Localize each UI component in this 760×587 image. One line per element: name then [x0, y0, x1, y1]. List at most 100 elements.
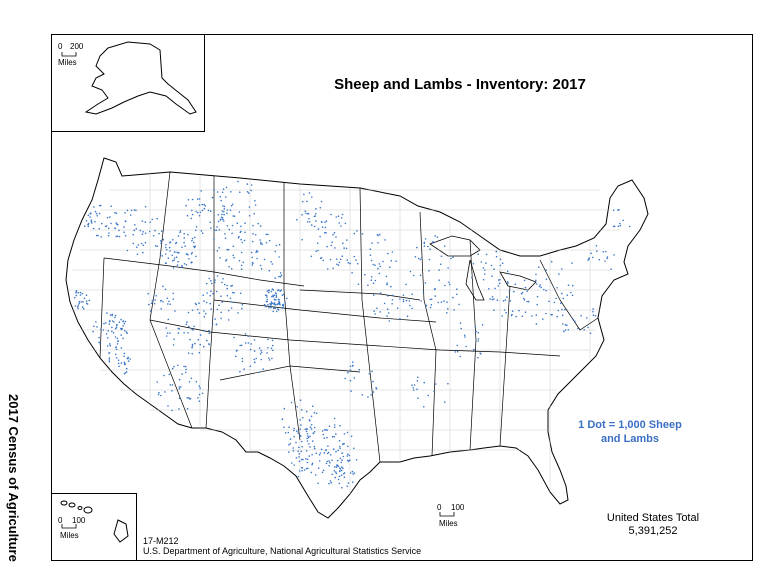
sheep-dot: [164, 391, 166, 393]
sheep-dot: [327, 451, 330, 454]
sheep-dot: [174, 310, 176, 312]
sheep-dot: [399, 298, 401, 300]
sheep-dot: [297, 450, 300, 453]
sheep-dot: [209, 302, 211, 305]
sheep-dot: [339, 424, 341, 427]
sheep-dot: [583, 329, 585, 331]
sheep-dot: [163, 374, 165, 377]
sheep-dot: [213, 238, 215, 240]
sheep-dot: [527, 300, 530, 303]
sheep-dot: [293, 427, 296, 430]
sheep-dot: [179, 230, 182, 232]
sheep-dot: [330, 244, 333, 247]
sheep-dot: [261, 243, 263, 245]
sheep-dot: [429, 306, 432, 309]
sheep-dot: [239, 370, 241, 373]
sheep-dot: [477, 331, 480, 334]
sheep-dot: [133, 209, 136, 211]
sheep-dot: [106, 312, 108, 314]
sheep-dot: [566, 294, 569, 297]
sheep-dot: [606, 257, 608, 260]
sheep-dot: [489, 298, 491, 300]
sheep-dot: [305, 450, 308, 452]
sheep-dot: [221, 217, 224, 219]
sheep-dot: [231, 284, 233, 287]
sheep-dot: [191, 346, 193, 349]
sheep-dot: [300, 424, 302, 426]
sheep-dot: [96, 215, 99, 217]
sheep-dot: [574, 320, 576, 323]
sheep-dot: [622, 219, 624, 222]
sheep-dot: [193, 246, 196, 249]
sheep-dot: [342, 455, 345, 458]
sheep-dot: [305, 458, 307, 460]
sheep-dot: [177, 332, 180, 334]
sheep-dot: [538, 285, 541, 288]
sheep-dot: [446, 301, 448, 304]
sheep-dot: [307, 436, 310, 439]
sheep-dot: [347, 482, 350, 484]
sheep-dot: [372, 380, 374, 383]
sheep-dot: [169, 303, 171, 306]
sheep-dot: [282, 305, 285, 307]
sheep-dot: [480, 261, 483, 263]
sheep-dot: [114, 227, 116, 230]
sheep-dot: [463, 334, 466, 337]
side-title-wrap: 2017 Census of Agriculture: [2, 394, 24, 562]
sheep-dot: [83, 297, 86, 300]
sheep-dot: [477, 338, 480, 340]
sheep-dot: [493, 309, 495, 312]
sheep-dot: [282, 293, 285, 296]
sheep-dot: [172, 344, 175, 346]
sheep-dot: [334, 466, 336, 468]
sheep-dot: [275, 303, 277, 306]
sheep-dot: [111, 330, 113, 333]
sheep-dot: [268, 357, 270, 359]
sheep-dot: [389, 266, 391, 269]
sheep-dot: [189, 398, 192, 400]
sheep-dot: [485, 262, 487, 264]
sheep-dot: [111, 326, 113, 329]
sheep-dot: [351, 272, 353, 274]
sheep-dot: [115, 348, 118, 351]
sheep-dot: [116, 323, 118, 326]
sheep-dot: [78, 300, 81, 303]
sheep-dot: [181, 264, 183, 267]
sheep-dot: [220, 311, 222, 314]
sheep-dot: [122, 320, 124, 323]
sheep-dot: [115, 346, 117, 349]
sheep-dot: [572, 284, 574, 287]
sheep-dot: [436, 236, 439, 238]
sheep-dot: [176, 251, 178, 254]
sheep-dot: [256, 257, 258, 260]
sheep-dot: [95, 234, 98, 237]
sheep-dot: [304, 428, 307, 431]
sheep-dot: [299, 428, 301, 431]
sheep-dot: [434, 235, 437, 237]
sheep-dot: [387, 252, 389, 255]
sheep-dot: [160, 242, 162, 245]
sheep-dot: [315, 412, 318, 415]
sheep-dot: [233, 256, 235, 259]
sheep-dot: [162, 238, 165, 241]
sheep-dot: [331, 435, 334, 438]
sheep-dot: [606, 256, 609, 258]
sheep-dot: [94, 210, 97, 213]
sheep-dot: [77, 304, 80, 306]
sheep-dot: [352, 473, 354, 475]
sheep-dot: [259, 239, 261, 241]
sheep-dot: [297, 475, 300, 478]
sheep-dot: [300, 435, 302, 437]
sheep-dot: [295, 441, 297, 444]
sheep-dot: [230, 191, 232, 193]
sheep-dot: [263, 304, 266, 306]
sheep-dot: [232, 254, 234, 257]
sheep-dot: [592, 256, 594, 259]
sheep-dot: [330, 481, 333, 484]
sheep-dot: [322, 469, 325, 472]
sheep-dot: [474, 326, 477, 328]
sheep-dot: [108, 323, 111, 325]
sheep-dot: [100, 328, 102, 331]
sheep-dot: [308, 192, 311, 194]
sheep-dot: [498, 282, 501, 285]
